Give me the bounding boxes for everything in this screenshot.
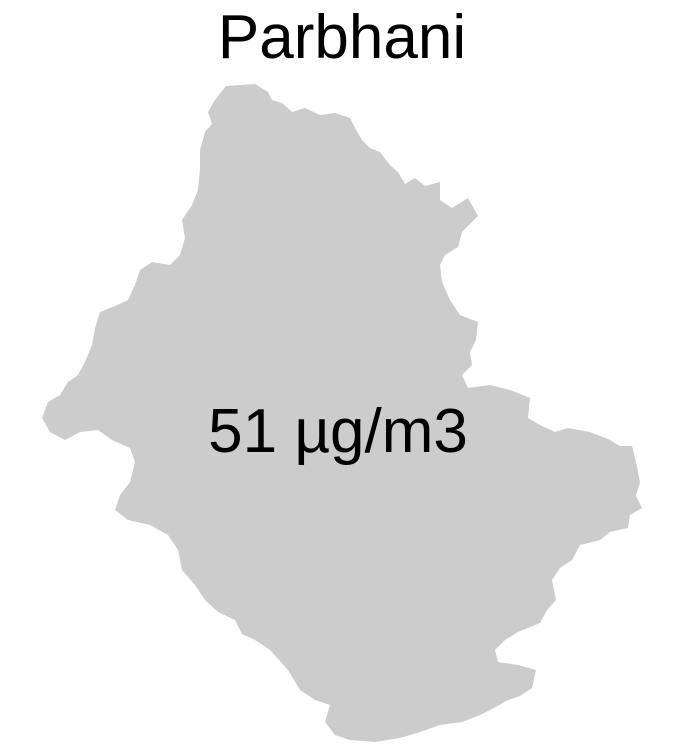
air-quality-value-label: 51 µg/m3 [208, 397, 468, 466]
district-shape-parbhani [42, 84, 642, 742]
map-title: Parbhani [217, 3, 467, 72]
